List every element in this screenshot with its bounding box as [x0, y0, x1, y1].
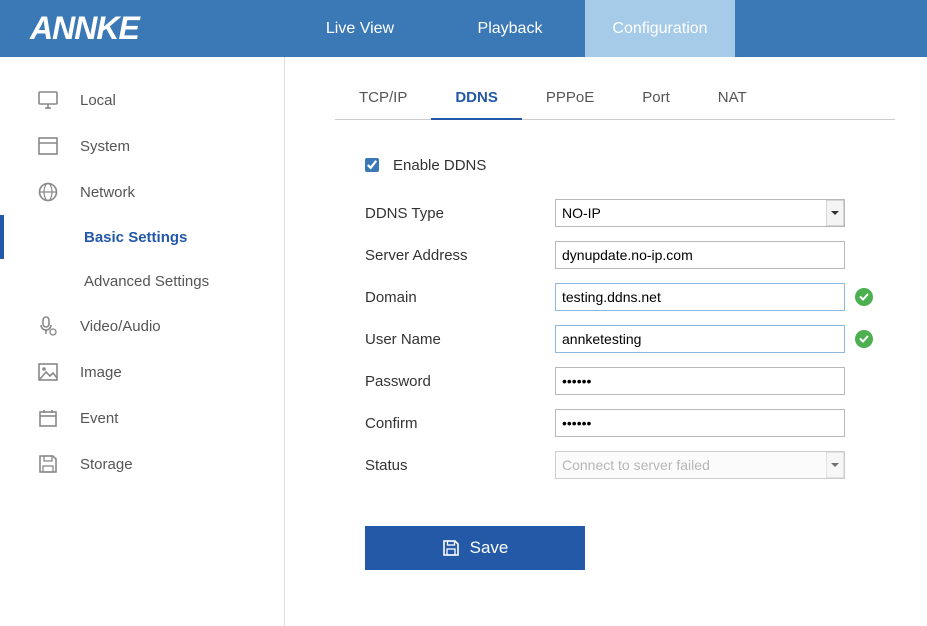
status-row: Status Connect to server failed — [365, 444, 927, 486]
top-nav: Live View Playback Configuration — [285, 0, 735, 57]
sidebar-item-label: Local — [80, 92, 116, 109]
sidebar-item-event[interactable]: Event — [0, 395, 284, 441]
ddns-type-row: DDNS Type NO-IP — [365, 192, 927, 234]
image-icon — [38, 362, 66, 382]
enable-ddns-checkbox[interactable] — [365, 158, 379, 172]
domain-input[interactable] — [555, 283, 845, 311]
confirm-label: Confirm — [365, 415, 555, 432]
sidebar-item-label: Network — [80, 184, 135, 201]
sidebar-subitem-basic-settings[interactable]: Basic Settings — [0, 215, 284, 259]
server-address-input[interactable] — [555, 241, 845, 269]
main-area: Local System Network Basic Settings Adva… — [0, 57, 927, 626]
header: ANNKE Live View Playback Configuration — [0, 0, 927, 57]
sidebar: Local System Network Basic Settings Adva… — [0, 57, 285, 626]
domain-row: Domain — [365, 276, 927, 318]
ddns-type-select[interactable]: NO-IP — [555, 199, 845, 227]
server-address-row: Server Address — [365, 234, 927, 276]
save-row: Save — [365, 526, 927, 570]
brand-logo: ANNKE — [0, 10, 285, 47]
calendar-icon — [38, 408, 66, 428]
password-label: Password — [365, 373, 555, 390]
username-row: User Name — [365, 318, 927, 360]
sidebar-subitem-label: Basic Settings — [84, 229, 187, 246]
mic-gear-icon — [38, 316, 66, 336]
username-input[interactable] — [555, 325, 845, 353]
sidebar-item-video-audio[interactable]: Video/Audio — [0, 303, 284, 349]
nav-playback[interactable]: Playback — [435, 0, 585, 57]
save-disk-icon — [38, 454, 66, 474]
content-area: TCP/IP DDNS PPPoE Port NAT Enable DDNS D… — [285, 57, 927, 626]
enable-ddns-label: Enable DDNS — [393, 157, 486, 174]
password-row: Password — [365, 360, 927, 402]
sidebar-subitem-advanced-settings[interactable]: Advanced Settings — [0, 259, 284, 303]
server-address-label: Server Address — [365, 247, 555, 264]
confirm-input[interactable] — [555, 409, 845, 437]
tab-port[interactable]: Port — [618, 77, 694, 120]
tab-pppoe[interactable]: PPPoE — [522, 77, 618, 120]
sidebar-item-storage[interactable]: Storage — [0, 441, 284, 487]
sidebar-item-label: Event — [80, 410, 118, 427]
nav-live-view[interactable]: Live View — [285, 0, 435, 57]
sidebar-item-system[interactable]: System — [0, 123, 284, 169]
settings-tabs: TCP/IP DDNS PPPoE Port NAT — [335, 77, 895, 120]
tab-nat[interactable]: NAT — [694, 77, 771, 120]
sidebar-item-local[interactable]: Local — [0, 77, 284, 123]
domain-label: Domain — [365, 289, 555, 306]
save-button[interactable]: Save — [365, 526, 585, 570]
tab-tcpip[interactable]: TCP/IP — [335, 77, 431, 120]
status-label: Status — [365, 457, 555, 474]
username-label: User Name — [365, 331, 555, 348]
globe-icon — [38, 182, 66, 202]
window-icon — [38, 136, 66, 156]
sidebar-subitem-label: Advanced Settings — [84, 273, 209, 290]
valid-check-icon — [855, 330, 873, 348]
status-select: Connect to server failed — [555, 451, 845, 479]
nav-configuration[interactable]: Configuration — [585, 0, 735, 57]
save-button-label: Save — [470, 538, 509, 558]
ddns-form: Enable DDNS DDNS Type NO-IP Server Addre… — [335, 120, 927, 570]
tab-ddns[interactable]: DDNS — [431, 77, 522, 120]
sidebar-item-image[interactable]: Image — [0, 349, 284, 395]
confirm-row: Confirm — [365, 402, 927, 444]
sidebar-item-label: System — [80, 138, 130, 155]
sidebar-item-label: Storage — [80, 456, 133, 473]
password-input[interactable] — [555, 367, 845, 395]
monitor-icon — [38, 90, 66, 110]
enable-ddns-row: Enable DDNS — [365, 150, 927, 180]
valid-check-icon — [855, 288, 873, 306]
sidebar-item-label: Video/Audio — [80, 318, 161, 335]
sidebar-item-label: Image — [80, 364, 122, 381]
sidebar-item-network[interactable]: Network — [0, 169, 284, 215]
save-disk-icon — [442, 539, 460, 557]
ddns-type-label: DDNS Type — [365, 205, 555, 222]
